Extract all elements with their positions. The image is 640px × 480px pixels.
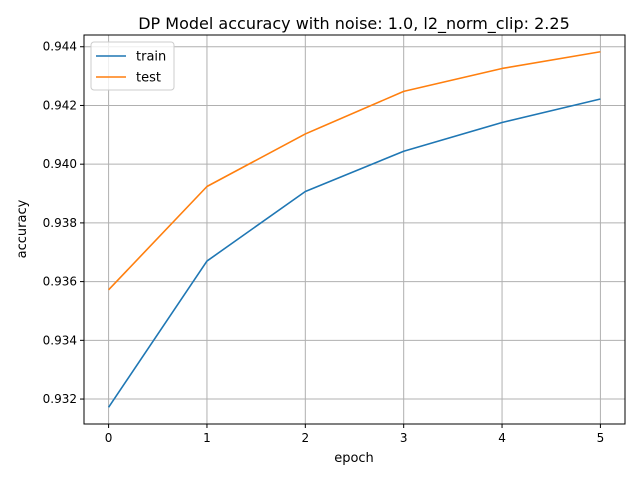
y-tick-label: 0.934 bbox=[43, 333, 77, 347]
legend-label-test: test bbox=[136, 71, 161, 86]
y-axis-label: accuracy bbox=[15, 199, 30, 258]
x-tick-label: 2 bbox=[301, 431, 309, 445]
series-lines bbox=[107, 50, 601, 408]
y-axis-ticks: 0.932 0.934 0.936 0.938 0.940 0.942 0.944 bbox=[43, 40, 84, 406]
y-tick-label: 0.938 bbox=[43, 216, 77, 230]
legend: train test bbox=[90, 41, 175, 91]
series-line-test bbox=[108, 50, 601, 291]
y-tick-label: 0.940 bbox=[43, 157, 77, 171]
legend-box bbox=[90, 41, 175, 91]
x-axis-label: epoch bbox=[334, 451, 374, 466]
series-line-train bbox=[107, 98, 601, 408]
y-tick-label: 0.944 bbox=[43, 40, 77, 54]
x-tick-label: 5 bbox=[597, 431, 605, 445]
x-axis-ticks: 0 1 2 3 4 5 bbox=[105, 424, 604, 445]
x-tick-label: 4 bbox=[498, 431, 506, 445]
x-tick-label: 3 bbox=[400, 431, 408, 445]
y-tick-label: 0.942 bbox=[43, 98, 77, 112]
x-tick-label: 1 bbox=[203, 431, 211, 445]
x-tick-label: 0 bbox=[105, 431, 113, 445]
plot-frame bbox=[83, 34, 626, 425]
y-tick-label: 0.932 bbox=[43, 392, 77, 406]
y-tick-label: 0.936 bbox=[43, 275, 77, 289]
grid-lines bbox=[84, 35, 625, 424]
legend-label-train: train bbox=[136, 50, 166, 65]
chart-title: DP Model accuracy with noise: 1.0, l2_no… bbox=[138, 14, 570, 34]
